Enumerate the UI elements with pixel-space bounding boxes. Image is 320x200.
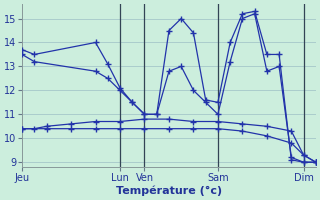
- X-axis label: Température (°c): Température (°c): [116, 185, 222, 196]
